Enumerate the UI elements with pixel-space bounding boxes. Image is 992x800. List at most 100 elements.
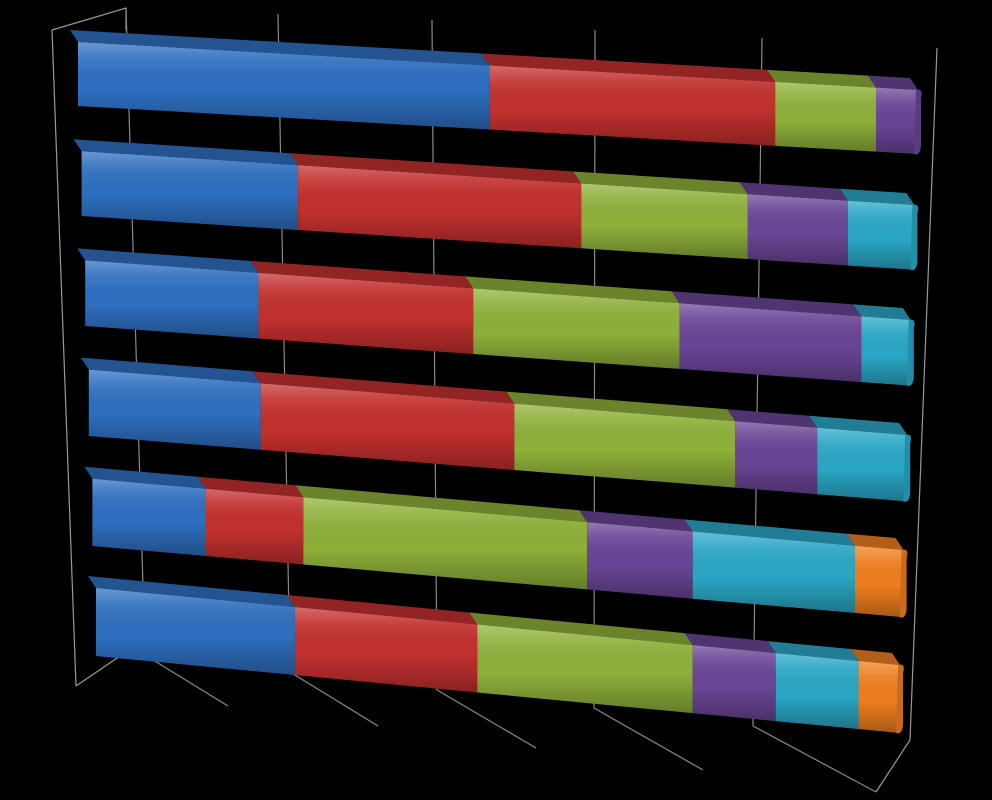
- bar-segment-shading: [847, 200, 915, 270]
- bar-segment-top: [469, 612, 693, 646]
- bar-segment-top: [684, 633, 776, 654]
- bar-segment-top: [853, 304, 911, 320]
- bar-segment: [767, 69, 876, 152]
- bar-segment-shading: [692, 645, 776, 722]
- bar-segment-shading: [258, 272, 474, 355]
- bar-segment-top: [809, 415, 908, 435]
- bar-segment-top: [197, 476, 304, 498]
- floor-gridline-60: [436, 689, 537, 749]
- bar-segment-top: [84, 466, 206, 489]
- bar-segment: [868, 75, 922, 155]
- bar-segment-top: [295, 485, 588, 523]
- bar-segment-top: [767, 641, 859, 662]
- bar-segment-shading: [692, 531, 855, 613]
- floor-right-edge: [875, 739, 911, 793]
- bar-segment: [853, 304, 915, 386]
- gridline-x-100: [752, 37, 763, 727]
- bar-segment-top: [77, 248, 259, 273]
- bar-segment: [671, 291, 862, 383]
- gridlines: [125, 7, 877, 793]
- bar-segment-shading: [775, 81, 876, 152]
- floor-gridline-100: [752, 725, 877, 793]
- bar-segment-shading: [96, 588, 295, 676]
- bar-segment-shading: [679, 303, 862, 383]
- bar-segment-top: [73, 139, 299, 166]
- bar-segment: [286, 595, 478, 693]
- bar-segment-shading: [78, 42, 490, 130]
- bar-row: [84, 466, 908, 618]
- bar-row: [77, 248, 915, 386]
- bar-segment: [73, 139, 299, 230]
- bar-segment-top: [290, 153, 582, 184]
- bar-segment: [252, 371, 515, 471]
- bar-segment-top: [80, 357, 261, 384]
- bar-segment-shading: [88, 369, 261, 450]
- bar-end-cap: [899, 549, 908, 618]
- bar-segment-shading: [260, 383, 515, 471]
- bar-segment: [290, 153, 582, 249]
- bar-segment-top: [88, 576, 295, 608]
- bar-segment-top: [465, 276, 680, 304]
- bar-segment: [767, 641, 859, 730]
- bar-row: [70, 30, 922, 155]
- bar-segment-top: [506, 391, 736, 422]
- bar-segment-top: [767, 69, 876, 88]
- gridline-x-80: [593, 29, 596, 709]
- bar-segment-shading: [81, 151, 299, 230]
- bar-segment-shading: [876, 87, 918, 154]
- bar-segment-top: [839, 188, 915, 205]
- bar-segment-top: [868, 75, 918, 90]
- bar-segment-shading: [587, 522, 693, 599]
- bar-segment-top: [671, 291, 862, 317]
- bar-segment: [809, 415, 912, 502]
- bar-segment: [579, 510, 693, 599]
- bar-segment-shading: [298, 165, 582, 249]
- bar-segment: [839, 188, 919, 271]
- bar-end-cap: [903, 434, 912, 502]
- bar-segment-shading: [489, 65, 776, 146]
- bar-segment-top: [739, 182, 848, 201]
- bar-segment-top: [684, 519, 855, 546]
- bar-segment-top: [252, 371, 515, 404]
- bar-segment-top: [850, 649, 900, 665]
- bar-segment-shading: [85, 260, 259, 339]
- bar-segment-top: [727, 409, 818, 428]
- bar-segment: [84, 466, 206, 556]
- bar-segment-shading: [854, 545, 904, 618]
- bar-segment-shading: [817, 427, 908, 502]
- bar-segment: [684, 633, 776, 722]
- bar-segment-shading: [775, 653, 859, 730]
- bar-end-cap: [906, 319, 915, 386]
- bar-segment: [846, 533, 908, 618]
- gridline-x-60: [431, 19, 438, 691]
- bar-segment-shading: [477, 624, 693, 714]
- bar-segment: [197, 476, 304, 565]
- bar-segment-top: [573, 171, 748, 195]
- bar-segment: [295, 485, 588, 590]
- bar-segment: [506, 391, 736, 488]
- left-wall-edge: [51, 29, 77, 687]
- floor-gridline-80: [593, 707, 704, 771]
- bar-segment: [481, 53, 776, 146]
- bar-row: [80, 357, 912, 502]
- bar-segment-top: [846, 533, 904, 550]
- bar-segment-top: [286, 595, 478, 625]
- bar-segment-shading: [92, 478, 206, 556]
- bar-segment-shading: [294, 607, 478, 693]
- bar-end-cap: [914, 89, 922, 155]
- bar-segment-top: [481, 53, 776, 82]
- bar-segment: [80, 357, 261, 450]
- bar-segment-shading: [747, 194, 848, 266]
- bar-end-cap: [910, 204, 919, 271]
- floor-gridline-40: [289, 671, 379, 727]
- bar-row: [88, 576, 904, 734]
- bar-group: [70, 30, 922, 734]
- bar-segment-shading: [473, 288, 680, 369]
- bar-row: [73, 139, 919, 271]
- bar-segment: [739, 182, 848, 266]
- bar-segment: [250, 260, 474, 355]
- bar-segment-top: [70, 30, 490, 66]
- right-wall-edge: [909, 47, 938, 741]
- bar-segment-top: [579, 510, 693, 532]
